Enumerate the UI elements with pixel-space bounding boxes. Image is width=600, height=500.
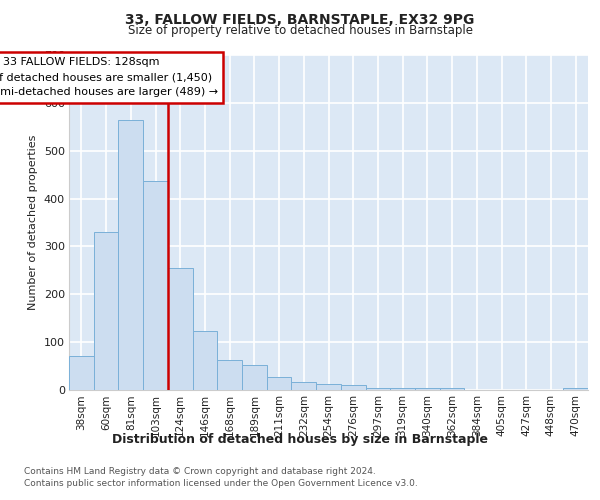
Bar: [365, 388, 390, 390]
Bar: [563, 388, 588, 390]
Text: Contains HM Land Registry data © Crown copyright and database right 2024.: Contains HM Land Registry data © Crown c…: [24, 468, 376, 476]
Bar: [390, 388, 415, 390]
Bar: [242, 365, 267, 390]
Bar: [292, 382, 316, 390]
Bar: [316, 384, 341, 390]
Y-axis label: Number of detached properties: Number of detached properties: [28, 135, 38, 310]
Text: Contains public sector information licensed under the Open Government Licence v3: Contains public sector information licen…: [24, 479, 418, 488]
Bar: [217, 360, 242, 390]
Bar: [69, 356, 94, 390]
Text: Distribution of detached houses by size in Barnstaple: Distribution of detached houses by size …: [112, 432, 488, 446]
Bar: [168, 268, 193, 390]
Bar: [440, 388, 464, 390]
Bar: [415, 388, 440, 390]
Bar: [94, 232, 118, 390]
Text: Size of property relative to detached houses in Barnstaple: Size of property relative to detached ho…: [128, 24, 473, 37]
Bar: [267, 376, 292, 390]
Bar: [143, 181, 168, 390]
Text: 33, FALLOW FIELDS, BARNSTAPLE, EX32 9PG: 33, FALLOW FIELDS, BARNSTAPLE, EX32 9PG: [125, 12, 475, 26]
Bar: [341, 385, 365, 390]
Bar: [118, 120, 143, 390]
Text: 33 FALLOW FIELDS: 128sqm
← 74% of detached houses are smaller (1,450)
25% of sem: 33 FALLOW FIELDS: 128sqm ← 74% of detach…: [0, 58, 218, 97]
Bar: [193, 331, 217, 390]
